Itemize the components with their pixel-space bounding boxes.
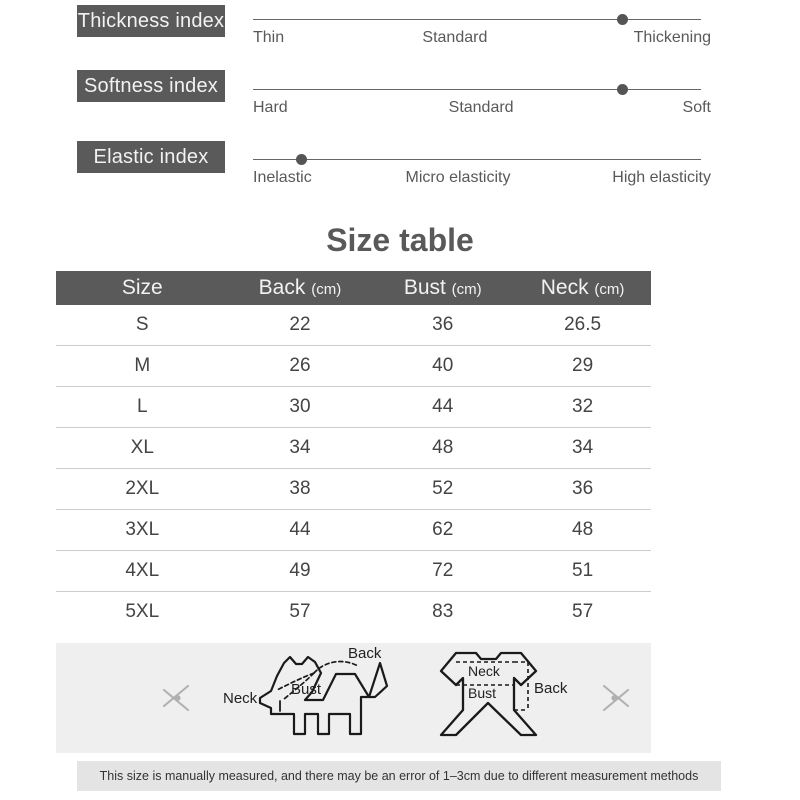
- svg-text:Bust: Bust: [468, 685, 496, 701]
- svg-text:Bust: Bust: [291, 681, 322, 698]
- svg-text:Neck: Neck: [223, 690, 258, 707]
- svg-text:Neck: Neck: [468, 663, 501, 679]
- svg-text:Back: Back: [348, 645, 382, 662]
- svg-text:Back: Back: [534, 680, 568, 697]
